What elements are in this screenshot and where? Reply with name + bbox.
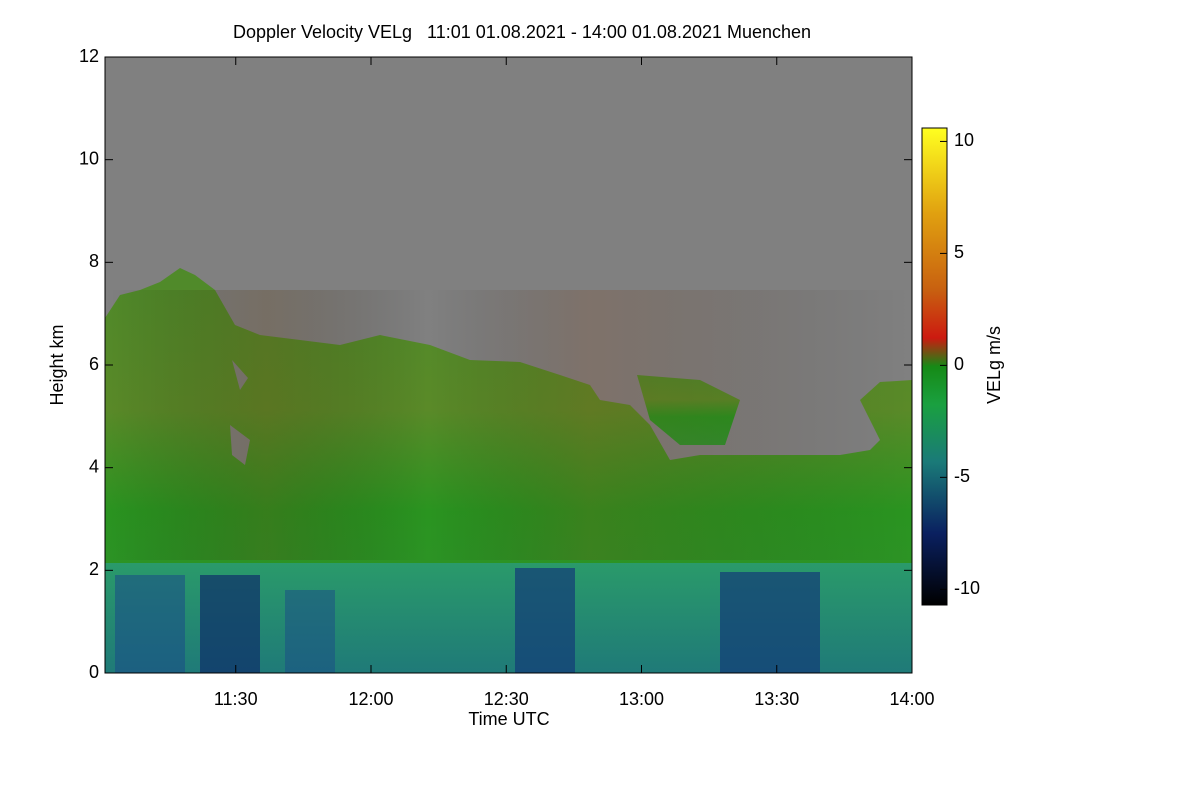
colorbar-tick-label: 10 [954,130,974,150]
y-tick-label: 12 [79,46,99,66]
y-tick-label: 10 [79,148,99,168]
y-tick-label: 0 [89,662,99,682]
downdraft [720,572,820,673]
y-tick-label: 6 [89,354,99,374]
chart-title: Doppler Velocity VELg 11:01 01.08.2021 -… [233,22,811,42]
colorbar-tick-label: -5 [954,466,970,486]
downdraft [515,568,575,673]
x-tick-label: 12:30 [484,689,529,709]
downdraft [115,575,185,673]
velocity-field [105,57,912,673]
y-tick-label: 4 [89,456,99,476]
downdraft [200,575,260,673]
x-tick-label: 14:00 [889,689,934,709]
x-tick-label: 12:00 [348,689,393,709]
colorbar-tick-label: 0 [954,354,964,374]
colorbar-label: VELg m/s [984,326,1004,404]
downdraft [285,590,335,673]
y-tick-label: 2 [89,559,99,579]
streaks [105,290,912,560]
colorbar [921,127,948,606]
x-tick-label: 11:30 [214,689,258,709]
y-axis-label: Height km [47,324,67,405]
x-axis-label: Time UTC [468,709,549,729]
colorbar-tick-label: -10 [954,578,980,598]
colorbar-tick-label: 5 [954,242,964,262]
y-tick-label: 8 [89,251,99,271]
x-tick-label: 13:30 [754,689,799,709]
x-tick-label: 13:00 [619,689,664,709]
